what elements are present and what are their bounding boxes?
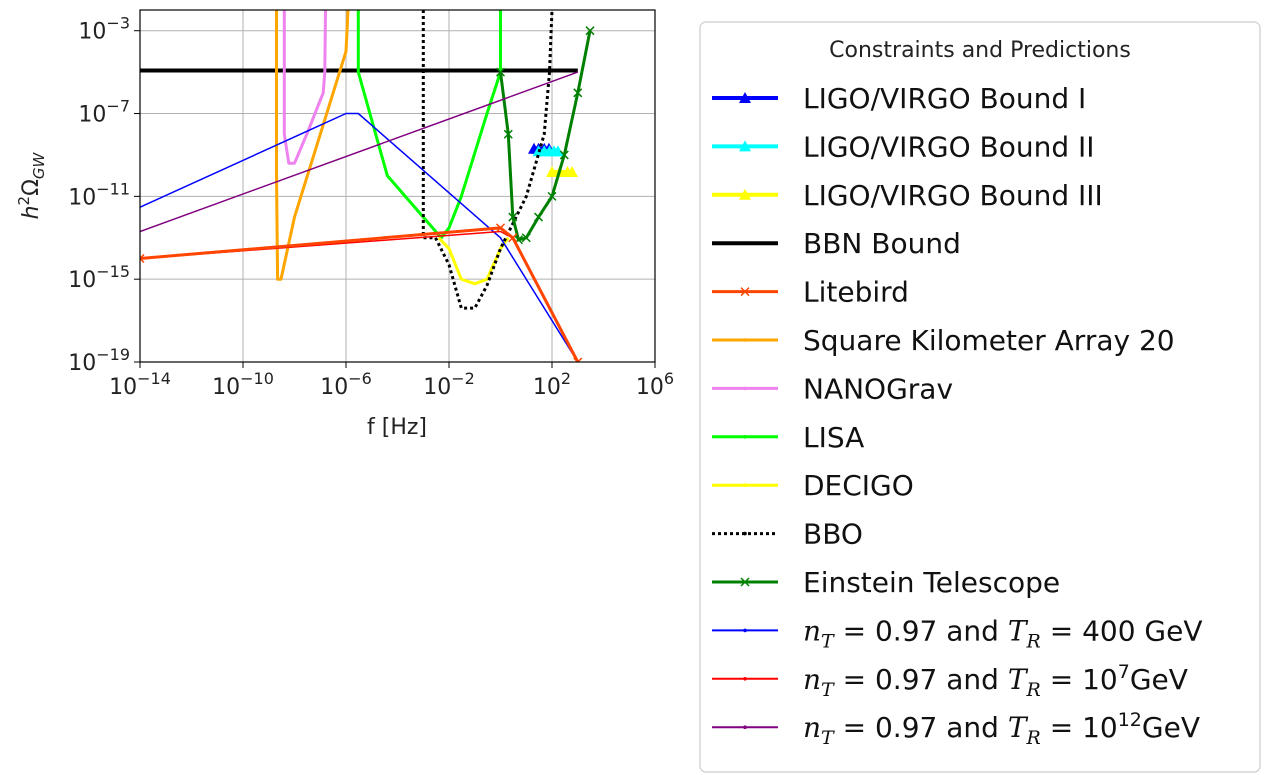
legend-swatch-marker [739, 140, 751, 152]
ligo-virgo-bound-iii-marker [566, 166, 579, 178]
legend-item-decigo: DECIGO [712, 469, 914, 502]
legend-swatch-marker [743, 531, 747, 536]
legend-item-litebird: Litebird [712, 276, 909, 309]
einstein-telescope-marker [559, 150, 569, 160]
bbo-series [421, 10, 554, 310]
decigo-line [437, 236, 510, 286]
axis-ticks: 10−14 10−10 10−6 10−2 102 106 10−19 10−15 10−11 1… [68, 14, 674, 400]
legend-swatch-marker [740, 287, 750, 297]
x-tick-label: 106 [636, 369, 674, 400]
legend-item-bbo: BBO [712, 518, 863, 551]
nanograv-series [282, 10, 327, 165]
legend-swatch-marker [743, 483, 747, 488]
legend-swatch-marker [743, 386, 747, 391]
einstein-telescope-marker [503, 129, 513, 139]
legend-item-ligo-virgo-bound-ii: LIGO/VIRGO Bound II [712, 130, 1095, 163]
legend-label: Einstein Telescope [803, 566, 1060, 599]
legend-swatch-marker [743, 725, 747, 729]
legend-label: NANOGrav [803, 372, 953, 405]
legend-swatch-marker [740, 577, 750, 587]
legend-label: DECIGO [803, 469, 914, 502]
legend-swatch-marker [739, 92, 751, 103]
legend-item-nanograv: NANOGrav [712, 372, 953, 405]
lisa-series [356, 10, 502, 240]
legend-item-square-kilometer-array-20: Square Kilometer Array 20 [712, 324, 1175, 357]
lisa-line [356, 10, 502, 240]
litebird-marker [495, 223, 506, 233]
legend-item-ligo-virgo-bound-i: LIGO/VIRGO Bound I [712, 82, 1086, 115]
legend-item-bbn-bound: BBN Bound [712, 227, 961, 260]
y-tick-label: 10−7 [78, 97, 130, 128]
legend-label: Square Kilometer Array 20 [803, 324, 1175, 357]
legend-label: LIGO/VIRGO Bound III [803, 179, 1103, 212]
y-tick-label: 10−15 [68, 262, 130, 293]
einstein-telescope-line [499, 30, 592, 242]
n-t-0-97-and-t-r-400-gev-line [140, 112, 579, 362]
nanograv-line [282, 10, 327, 165]
n-t-0-97-and-t-r-10-7-gev-line [140, 230, 579, 362]
n-t-0-97-and-t-r-10-12-gev-line [140, 71, 579, 233]
y-tick-label: 10−3 [78, 14, 130, 45]
x-tick-label: 10−10 [212, 369, 274, 400]
legend-swatch-marker [743, 241, 747, 245]
ligo-virgo-bound-ii-series [532, 145, 564, 157]
x-tick-label: 10−14 [109, 369, 171, 400]
einstein-telescope-series [495, 26, 595, 245]
legend-label: LIGO/VIRGO Bound II [803, 130, 1095, 163]
legend-item-einstein-telescope: Einstein Telescope [712, 566, 1060, 599]
legend-label: LIGO/VIRGO Bound I [803, 82, 1086, 115]
litebird-marker [573, 357, 583, 362]
litebird-marker [140, 253, 145, 264]
legend-label: BBN Bound [803, 227, 961, 260]
einstein-telescope-marker [547, 191, 557, 201]
legend-swatch-marker [743, 677, 747, 681]
einstein-telescope-marker [508, 212, 518, 222]
legend-label: Litebird [803, 276, 909, 309]
legend: Constraints and Predictions LIGO/VIRGO B… [699, 21, 1261, 773]
legend-swatch-marker [743, 628, 747, 633]
legend-swatch-marker [739, 188, 751, 200]
legend-item-lisa: LISA [712, 421, 864, 454]
legend-item-ligo-virgo-bound-iii: LIGO/VIRGO Bound III [712, 179, 1103, 212]
einstein-telescope-marker [573, 88, 583, 98]
einstein-telescope-marker [585, 26, 595, 36]
y-tick-label: 10−11 [68, 179, 130, 210]
legend-swatch-marker [743, 435, 747, 439]
litebird-series [140, 223, 583, 362]
legend-label: nT = 0.97 and TR = 107GeV [803, 661, 1188, 701]
x-tick-label: 102 [533, 369, 571, 400]
n-t-0-97-and-t-r-10-7-gev-series [140, 230, 579, 362]
decigo-series [437, 236, 510, 286]
legend-label: LISA [803, 421, 864, 454]
plot-frame [139, 9, 656, 363]
einstein-telescope-marker [521, 233, 531, 243]
n-t-0-97-and-t-r-10-12-gev-series [140, 71, 579, 233]
x-tick-label: 10−2 [423, 369, 475, 400]
legend-box [699, 21, 1261, 773]
bbo-line [421, 10, 554, 310]
ligo-virgo-bound-iii-marker [546, 166, 558, 178]
plot-area [140, 10, 595, 362]
legend-item-n-t-0-97-and-t-r-10-7-gev: nT = 0.97 and TR = 107GeV [712, 661, 1188, 701]
x-axis-label: f [Hz] [367, 415, 427, 440]
litebird-marker [508, 233, 518, 243]
legend-item-n-t-0-97-and-t-r-10-12-gev: nT = 0.97 and TR = 1012GeV [712, 709, 1200, 749]
ligo-virgo-bound-ii-marker [551, 145, 564, 157]
legend-item-n-t-0-97-and-t-r-400-gev: nT = 0.97 and TR = 400 GeV [712, 614, 1203, 652]
legend-label: nT = 0.97 and TR = 1012GeV [803, 709, 1200, 749]
legend-label: nT = 0.97 and TR = 400 GeV [803, 614, 1203, 652]
legend-title: Constraints and Predictions [829, 38, 1131, 63]
x-tick-label: 10−6 [320, 369, 372, 400]
litebird-line [140, 226, 580, 362]
legend-swatch-marker [743, 338, 747, 342]
y-axis-label: h2ΩGW [15, 151, 48, 219]
einstein-telescope-marker [534, 212, 544, 222]
n-t-0-97-and-t-r-400-gev-series [140, 112, 579, 362]
y-tick-label: 10−19 [68, 345, 130, 376]
einstein-telescope-marker [495, 67, 506, 77]
legend-label: BBO [803, 518, 863, 551]
